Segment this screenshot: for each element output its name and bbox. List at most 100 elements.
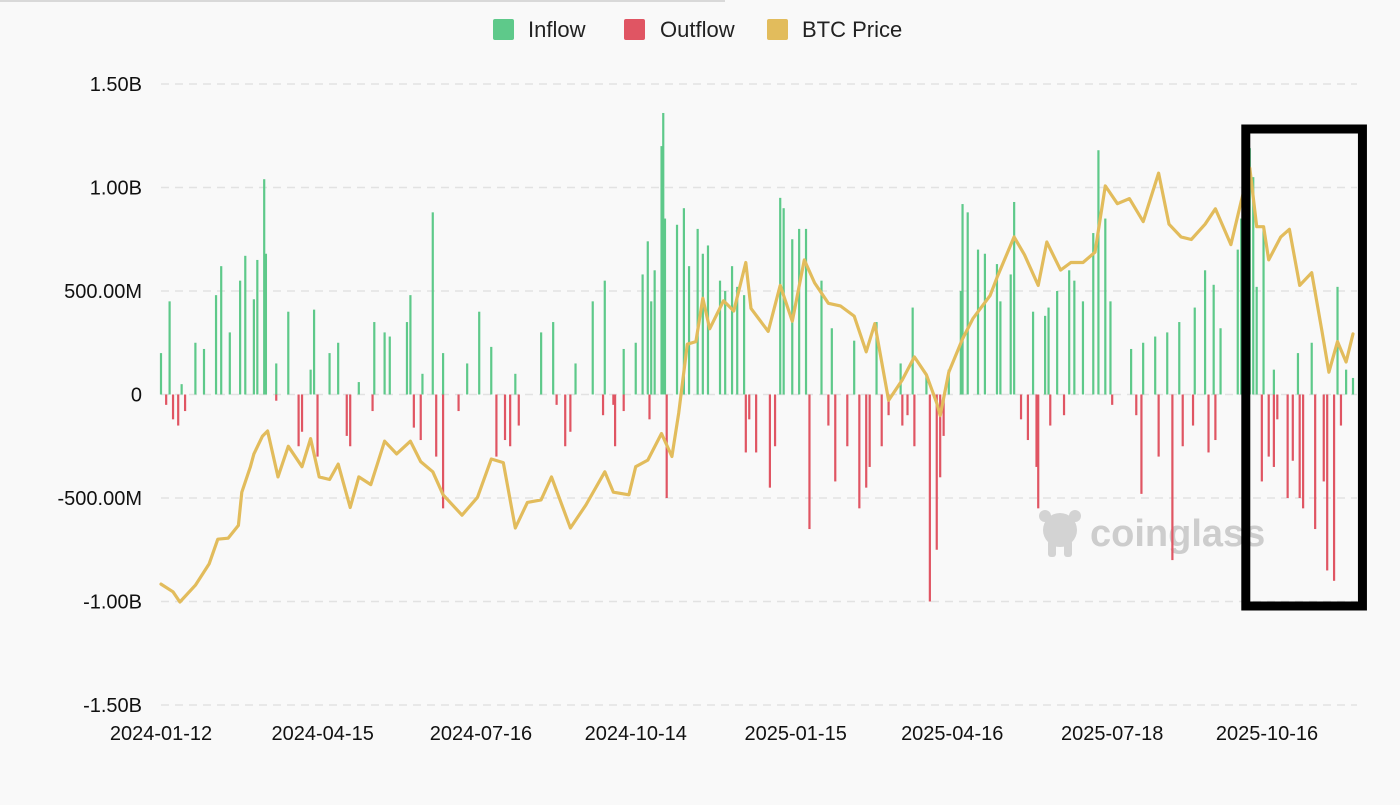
- inflow-bar[interactable]: [1166, 332, 1169, 395]
- inflow-bar[interactable]: [853, 340, 856, 395]
- inflow-bar[interactable]: [1252, 177, 1255, 395]
- inflow-bar[interactable]: [312, 309, 316, 395]
- inflow-bar[interactable]: [779, 197, 782, 395]
- outflow-bar[interactable]: [297, 394, 300, 447]
- legend-item-outflow[interactable]: Outflow: [624, 17, 735, 42]
- outflow-bar[interactable]: [858, 394, 861, 509]
- inflow-bar[interactable]: [1013, 201, 1016, 395]
- outflow-bar[interactable]: [808, 394, 811, 530]
- outflow-bar[interactable]: [1326, 394, 1329, 571]
- inflow-bar[interactable]: [328, 353, 331, 395]
- outflow-bar[interactable]: [827, 394, 830, 426]
- inflow-bar[interactable]: [718, 280, 722, 395]
- outflow-bar[interactable]: [371, 394, 374, 412]
- inflow-bar[interactable]: [159, 353, 163, 395]
- inflow-bar[interactable]: [373, 322, 376, 395]
- inflow-bar[interactable]: [1351, 377, 1355, 395]
- inflow-bar[interactable]: [244, 255, 247, 395]
- inflow-bar[interactable]: [820, 280, 823, 395]
- outflow-bar[interactable]: [183, 394, 187, 412]
- inflow-bar[interactable]: [421, 373, 424, 395]
- outflow-bar[interactable]: [1207, 394, 1210, 453]
- inflow-bar[interactable]: [925, 373, 928, 395]
- outflow-bar[interactable]: [935, 394, 938, 550]
- inflow-bar[interactable]: [540, 332, 543, 395]
- outflow-bar[interactable]: [1272, 394, 1275, 467]
- outflow-bar[interactable]: [1171, 394, 1174, 561]
- inflow-bar[interactable]: [663, 218, 667, 395]
- inflow-bar[interactable]: [804, 228, 808, 395]
- outflow-bar[interactable]: [1302, 394, 1305, 509]
- outflow-bar[interactable]: [1049, 394, 1052, 426]
- inflow-bar[interactable]: [441, 353, 445, 395]
- inflow-bar[interactable]: [999, 301, 1002, 395]
- inflow-bar[interactable]: [1310, 342, 1313, 395]
- inflow-bar[interactable]: [1240, 218, 1243, 395]
- outflow-bar[interactable]: [880, 394, 883, 447]
- outflow-bar[interactable]: [755, 394, 758, 453]
- outflow-bar[interactable]: [316, 394, 319, 457]
- outflow-bar[interactable]: [1339, 394, 1343, 426]
- outflow-bar[interactable]: [1260, 394, 1263, 482]
- inflow-bar[interactable]: [653, 270, 656, 395]
- outflow-bar[interactable]: [612, 394, 615, 405]
- inflow-bar[interactable]: [478, 311, 481, 395]
- inflow-bar[interactable]: [357, 382, 360, 395]
- outflow-bar[interactable]: [1035, 394, 1038, 467]
- inflow-bar[interactable]: [514, 373, 517, 395]
- inflow-bar[interactable]: [180, 384, 183, 395]
- outflow-bar[interactable]: [913, 394, 916, 447]
- inflow-bar[interactable]: [287, 311, 290, 395]
- outflow-bar[interactable]: [868, 394, 871, 467]
- inflow-bar[interactable]: [724, 291, 727, 395]
- outflow-bar[interactable]: [1157, 394, 1160, 457]
- outflow-bar[interactable]: [345, 394, 348, 436]
- outflow-bar[interactable]: [419, 394, 422, 441]
- inflow-bar[interactable]: [1178, 322, 1181, 395]
- outflow-bar[interactable]: [1291, 394, 1294, 461]
- inflow-bar[interactable]: [263, 179, 266, 395]
- inflow-bar[interactable]: [574, 363, 577, 395]
- outflow-bar[interactable]: [622, 394, 625, 412]
- outflow-bar[interactable]: [744, 394, 747, 453]
- inflow-bar[interactable]: [383, 332, 386, 395]
- outflow-bar[interactable]: [1322, 394, 1325, 482]
- inflow-bar[interactable]: [1296, 353, 1300, 395]
- inflow-bar[interactable]: [1009, 274, 1012, 395]
- outflow-bar[interactable]: [1062, 394, 1066, 416]
- outflow-bar[interactable]: [1314, 394, 1317, 530]
- inflow-bar[interactable]: [1154, 336, 1157, 395]
- inflow-bar[interactable]: [202, 348, 206, 395]
- inflow-bar[interactable]: [264, 253, 268, 395]
- outflow-bar[interactable]: [495, 394, 498, 457]
- inflow-bar[interactable]: [911, 307, 914, 395]
- outflow-bar[interactable]: [928, 394, 931, 602]
- inflow-bar[interactable]: [466, 363, 469, 395]
- outflow-bar[interactable]: [564, 394, 567, 447]
- inflow-bar[interactable]: [1193, 307, 1196, 395]
- inflow-bar[interactable]: [252, 299, 255, 395]
- inflow-bar[interactable]: [961, 204, 964, 395]
- outflow-bar[interactable]: [171, 394, 175, 420]
- inflow-bar[interactable]: [388, 336, 391, 395]
- inflow-bar[interactable]: [976, 249, 980, 395]
- outflow-bar[interactable]: [768, 394, 772, 488]
- outflow-bar[interactable]: [1181, 394, 1184, 447]
- inflow-bar[interactable]: [220, 266, 223, 395]
- inflow-bar[interactable]: [1345, 369, 1348, 395]
- inflow-bar[interactable]: [1236, 249, 1239, 395]
- outflow-bar[interactable]: [1135, 394, 1138, 416]
- inflow-bar[interactable]: [337, 342, 340, 395]
- outflow-bar[interactable]: [441, 394, 445, 509]
- outflow-bar[interactable]: [1286, 394, 1289, 499]
- outflow-bar[interactable]: [349, 394, 352, 447]
- inflow-bar[interactable]: [736, 286, 739, 395]
- inflow-bar[interactable]: [309, 369, 312, 395]
- outflow-bar[interactable]: [773, 394, 777, 447]
- outflow-bar[interactable]: [1191, 394, 1195, 426]
- inflow-bar[interactable]: [1073, 280, 1076, 395]
- inflow-bar[interactable]: [1104, 218, 1107, 395]
- inflow-bar[interactable]: [634, 342, 637, 395]
- inflow-bar[interactable]: [682, 208, 685, 395]
- outflow-bar[interactable]: [613, 394, 617, 447]
